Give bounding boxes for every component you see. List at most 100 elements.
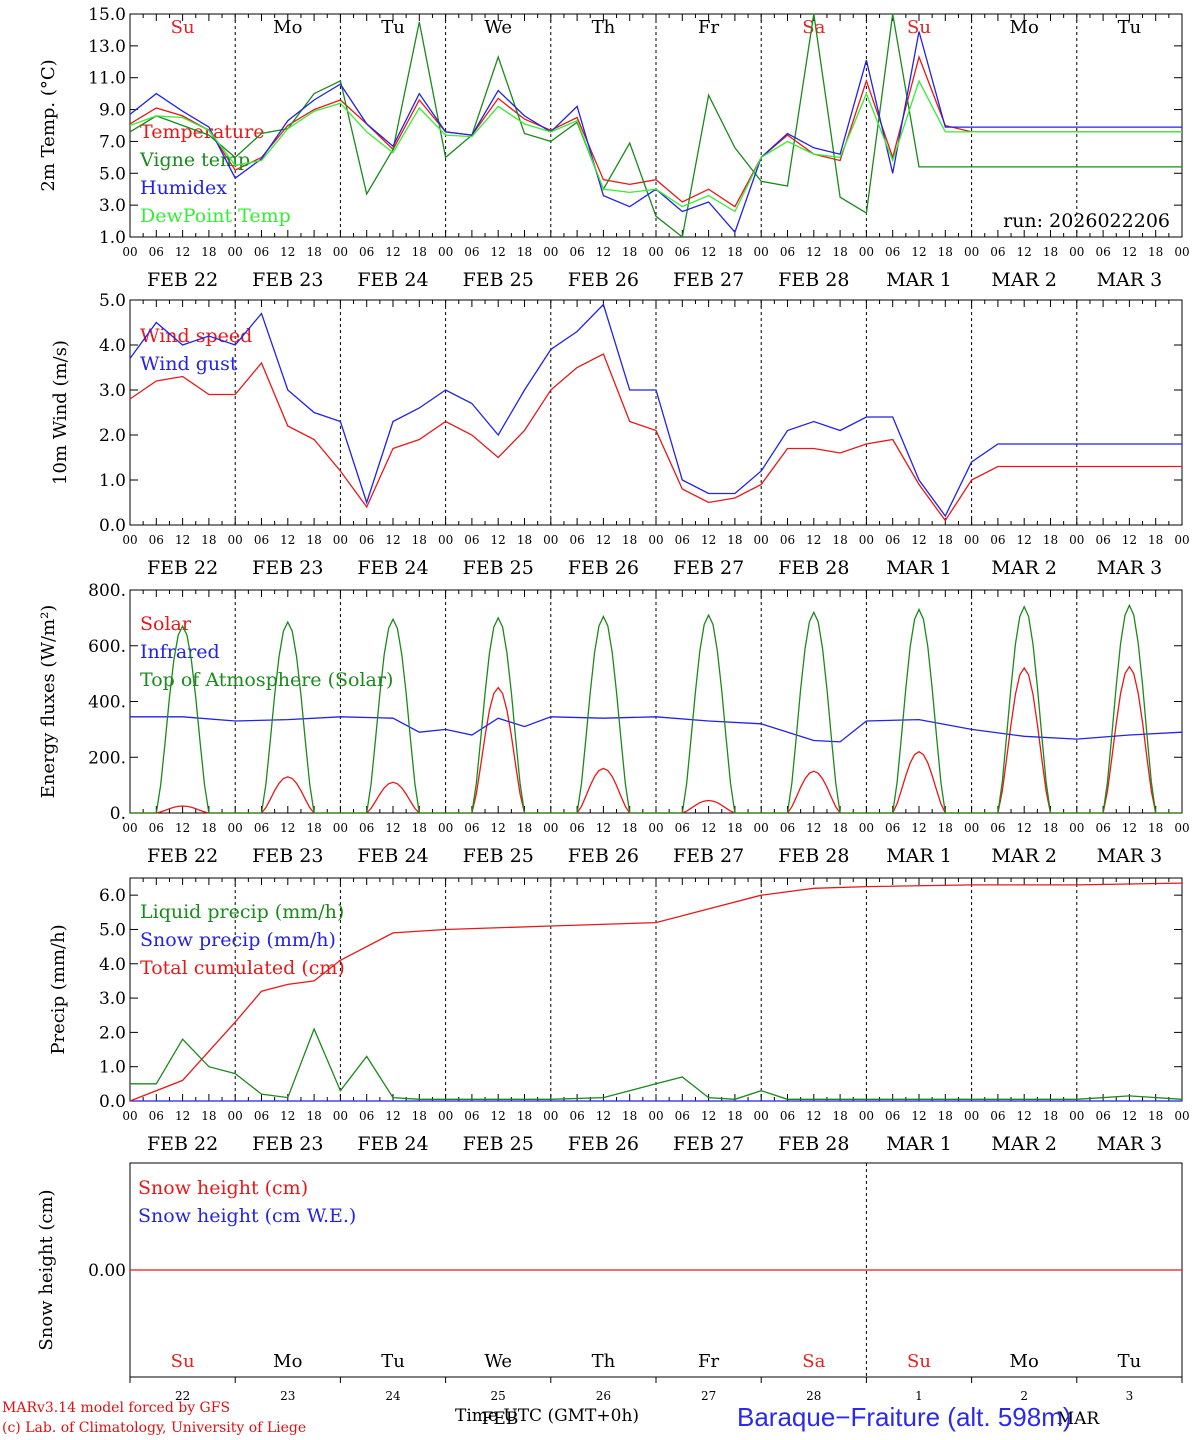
energy-ytick-label: 800.: [88, 581, 126, 601]
energy-hour-label: 12: [1122, 821, 1137, 835]
temperature-ytick-label: 3.0: [99, 196, 126, 216]
energy-hour-label: 00: [964, 821, 979, 835]
temperature-series-1: [129, 13, 1182, 239]
wind-hour-label: 12: [280, 533, 295, 547]
energy-date-label: FEB 28: [778, 845, 849, 867]
temperature-hour-label: 18: [306, 245, 321, 259]
wind-ytick-label: 1.0: [99, 471, 126, 491]
precip-hour-label: 12: [1017, 1109, 1032, 1123]
temperature-hour-label: 12: [1017, 245, 1032, 259]
energy-hour-label: 18: [832, 821, 847, 835]
temperature-run-label: run: 2026022206: [1003, 210, 1170, 232]
precip-date-label: MAR 1: [886, 1133, 952, 1155]
precip-hour-label: 12: [911, 1109, 926, 1123]
wind-hour-label: 12: [596, 533, 611, 547]
temperature-hour-label: 12: [491, 245, 506, 259]
wind-hour-label: 06: [990, 533, 1005, 547]
precip-date-label: FEB 26: [568, 1133, 639, 1155]
wind-hour-label: 00: [438, 533, 453, 547]
temperature-ytick-label: 1.0: [99, 228, 126, 248]
energy-hour-label: 12: [1017, 821, 1032, 835]
energy-hour-label: 00: [333, 821, 348, 835]
precip-ytick-label: 2.0: [99, 1023, 126, 1043]
temperature-hour-label: 00: [1174, 245, 1189, 259]
temperature-day-name: Th: [592, 17, 616, 38]
temperature-ytick-label: 13.0: [88, 37, 126, 57]
temperature-ytick-label: 15.0: [88, 5, 126, 25]
precip-date-label: MAR 2: [991, 1133, 1057, 1155]
energy-date-label: MAR 3: [1097, 845, 1163, 867]
wind-hour-label: 18: [938, 533, 953, 547]
snow-day-name: Su: [907, 1351, 931, 1372]
energy-legend-0: Solar: [140, 613, 192, 635]
wind-ylabel: 10m Wind (m/s): [50, 340, 71, 485]
wind-ytick-label: 2.0: [99, 426, 126, 446]
wind-hour-label: 00: [964, 533, 979, 547]
wind-hour-label: 00: [122, 533, 137, 547]
wind-hour-label: 06: [359, 533, 374, 547]
wind-date-label: FEB 24: [357, 557, 428, 579]
temperature-hour-label: 18: [1043, 245, 1058, 259]
energy-ytick-label: 400.: [88, 693, 126, 713]
precip-hour-label: 00: [543, 1109, 558, 1123]
energy-hour-label: 06: [1095, 821, 1110, 835]
wind-hour-label: 00: [228, 533, 243, 547]
wind-hour-label: 12: [701, 533, 716, 547]
month-label-feb: FEB: [482, 1409, 519, 1429]
wind-hour-label: 06: [1095, 533, 1110, 547]
energy-date-label: MAR 2: [991, 845, 1057, 867]
energy-hour-label: 18: [622, 821, 637, 835]
snow-day-number: 25: [491, 1389, 506, 1403]
precip-date-label: FEB 22: [147, 1133, 218, 1155]
energy-date-label: FEB 24: [357, 845, 428, 867]
precip-hour-label: 06: [780, 1109, 795, 1123]
temperature-day-name: Tu: [381, 17, 405, 38]
wind-hour-label: 18: [201, 533, 216, 547]
energy-hour-label: 18: [1148, 821, 1163, 835]
energy-hour-label: 00: [122, 821, 137, 835]
model-credit: MARv3.14 model forced by GFS: [2, 1400, 231, 1416]
wind-date-label: MAR 2: [991, 557, 1057, 579]
temperature-hour-label: 00: [648, 245, 663, 259]
snow-day-name: We: [484, 1351, 512, 1372]
temperature-ytick-label: 5.0: [99, 164, 126, 184]
precip-hour-label: 00: [438, 1109, 453, 1123]
energy-hour-label: 06: [885, 821, 900, 835]
temperature-legend-2: Humidex: [140, 177, 227, 199]
wind-ytick-label: 0.0: [99, 516, 126, 536]
energy-date-label: MAR 1: [886, 845, 952, 867]
temperature-hour-label: 06: [780, 245, 795, 259]
wind-hour-label: 18: [412, 533, 427, 547]
wind-hour-label: 00: [859, 533, 874, 547]
precip-ytick-label: 1.0: [99, 1058, 126, 1078]
snow-ylabel: Snow height (cm): [36, 1189, 57, 1350]
energy-hour-label: 12: [701, 821, 716, 835]
wind-date-label: FEB 22: [147, 557, 218, 579]
precip-hour-label: 18: [1043, 1109, 1058, 1123]
precip-legend-1: Snow precip (mm/h): [140, 929, 336, 951]
snow-day-number: 2: [1020, 1389, 1028, 1403]
energy-hour-label: 00: [1174, 821, 1189, 835]
wind-hour-label: 06: [780, 533, 795, 547]
wind-hour-label: 06: [149, 533, 164, 547]
temperature-series-3: [129, 79, 1182, 213]
energy-ytick-label: 0.: [110, 804, 126, 824]
wind-hour-label: 12: [1017, 533, 1032, 547]
temperature-hour-label: 00: [438, 245, 453, 259]
energy-legend-1: Infrared: [140, 641, 220, 663]
precip-hour-label: 18: [727, 1109, 742, 1123]
precip-date-label: FEB 27: [673, 1133, 744, 1155]
temperature-date-label: MAR 2: [991, 269, 1057, 291]
precip-hour-label: 00: [228, 1109, 243, 1123]
energy-date-label: FEB 27: [673, 845, 744, 867]
temperature-day-name: Sa: [802, 17, 825, 38]
temperature-hour-label: 00: [964, 245, 979, 259]
temperature-hour-label: 12: [175, 245, 190, 259]
wind-date-label: FEB 27: [673, 557, 744, 579]
temperature-day-name: Su: [171, 17, 195, 38]
precip-hour-label: 00: [964, 1109, 979, 1123]
precip-ytick-label: 4.0: [99, 955, 126, 975]
energy-hour-label: 06: [990, 821, 1005, 835]
snow-day-number: 3: [1126, 1389, 1134, 1403]
wind-hour-label: 12: [175, 533, 190, 547]
